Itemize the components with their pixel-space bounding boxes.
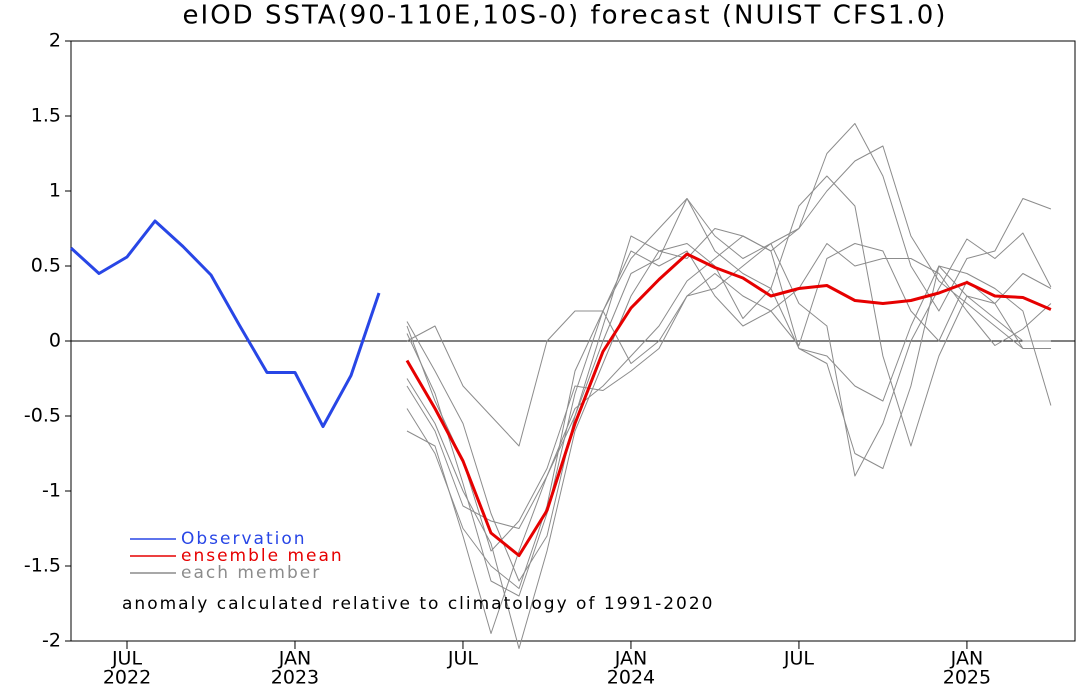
annotation: anomaly calculated relative to climatolo… xyxy=(122,594,715,614)
member-line xyxy=(406,235,1052,529)
legend-label: Observation xyxy=(181,529,307,549)
y-tick-label: -0.5 xyxy=(24,405,61,427)
member-line xyxy=(406,243,1052,589)
y-tick-label: 0.5 xyxy=(31,255,61,277)
x-tick-year: 2025 xyxy=(943,667,991,686)
legend-label: each member xyxy=(181,563,321,583)
member-line xyxy=(406,232,1052,477)
x-tick-year: 2023 xyxy=(271,667,319,686)
y-tick-label: 1.5 xyxy=(31,105,61,127)
member-line xyxy=(406,123,1052,634)
x-tick-label: JAN xyxy=(278,648,311,670)
x-tick-year: 2022 xyxy=(103,667,151,686)
member-line xyxy=(406,243,1051,552)
member-line xyxy=(406,145,1051,582)
series-line xyxy=(405,252,1052,557)
x-tick-label: JUL xyxy=(111,648,143,670)
y-tick-label: 1 xyxy=(49,180,61,202)
member-line xyxy=(406,175,1051,649)
y-tick-label: -1 xyxy=(42,480,61,502)
x-tick-label: JAN xyxy=(614,648,647,670)
x-tick-year: 2024 xyxy=(607,667,655,686)
chart-title: eIOD SSTA(90-110E,10S-0) forecast (NUIST… xyxy=(183,1,948,31)
x-tick-label: JUL xyxy=(447,648,479,670)
series-line xyxy=(69,219,381,428)
legend-label: ensemble mean xyxy=(181,546,344,566)
member-line xyxy=(406,198,1052,597)
x-tick-label: JAN xyxy=(950,648,983,670)
y-tick-label: -1.5 xyxy=(24,555,61,577)
y-tick-label: 0 xyxy=(49,330,61,352)
y-tick-label: 2 xyxy=(49,30,61,52)
x-tick-label: JUL xyxy=(783,648,815,670)
y-tick-label: -2 xyxy=(42,630,61,652)
